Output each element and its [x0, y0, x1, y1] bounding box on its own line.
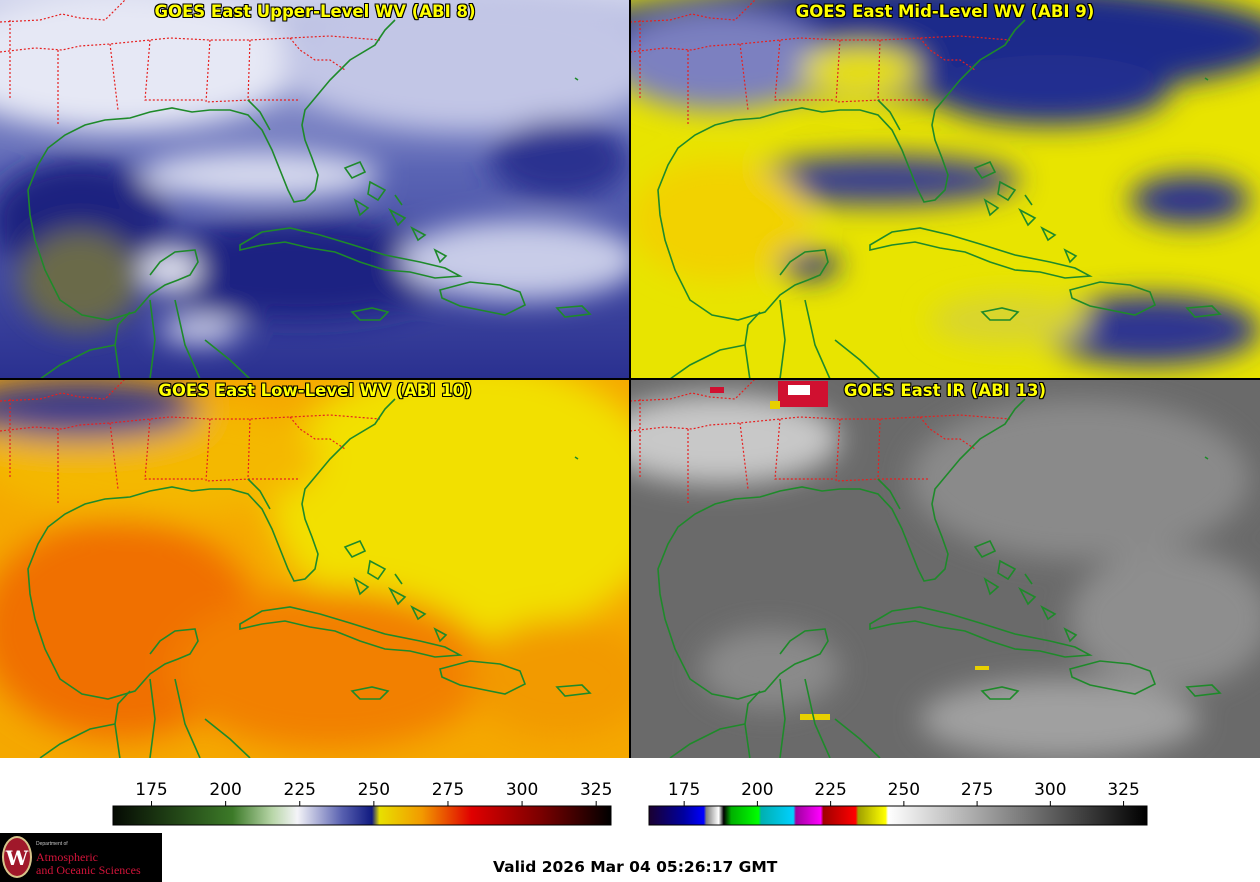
upper-level-wv-image [0, 0, 630, 379]
panel-title: GOES East IR (ABI 13) [843, 381, 1047, 400]
mid-level-wv-image [630, 0, 1260, 379]
panel-ir: GOES East IR (ABI 13) [630, 379, 1260, 758]
cold-cloud-tops [710, 381, 989, 720]
wv-colorbar-gradient [112, 805, 612, 826]
uw-seal-icon: W [2, 836, 32, 878]
wv-tick-label: 250 [358, 780, 390, 800]
panel-low-level-wv: GOES East Low-Level WV (ABI 10) [0, 379, 630, 758]
aos-logo: W Department of Atmospheric and Oceanic … [0, 833, 162, 882]
ir-image [630, 379, 1260, 758]
panel-divider-horizontal [0, 378, 1260, 380]
wv-colorbar: 175 200 225 250 275 300 325 [100, 770, 630, 830]
logo-name-line1: Atmospheric [36, 850, 98, 864]
ir-colorbar: 175 200 225 250 275 300 325 [636, 770, 1166, 830]
panel-mid-level-wv: GOES East Mid-Level WV (ABI 9) [630, 0, 1260, 379]
ir-tick-label: 325 [1107, 780, 1139, 800]
wv-tick-label: 175 [135, 780, 167, 800]
ir-tick-label: 275 [961, 780, 993, 800]
logo-dept-line: Department of [36, 841, 68, 847]
panel-upper-level-wv: GOES East Upper-Level WV (ABI 8) [0, 0, 630, 379]
ir-tick-label: 300 [1034, 780, 1066, 800]
panel-title: GOES East Mid-Level WV (ABI 9) [795, 2, 1095, 21]
low-level-wv-image [0, 379, 630, 758]
valid-time: Valid 2026 Mar 04 05:26:17 GMT [493, 858, 778, 876]
logo-name-line2: and Oceanic Sciences [36, 863, 141, 877]
ir-tick-label: 250 [888, 780, 920, 800]
panel-title: GOES East Low-Level WV (ABI 10) [158, 381, 472, 400]
wv-tick-label: 300 [506, 780, 538, 800]
wv-tick-label: 325 [580, 780, 612, 800]
panel-title: GOES East Upper-Level WV (ABI 8) [154, 2, 476, 21]
ir-colorbar-gradient [648, 805, 1148, 826]
ir-tick-label: 200 [741, 780, 773, 800]
wv-tick-label: 200 [209, 780, 241, 800]
wv-tick-label: 275 [432, 780, 464, 800]
wv-tick-label: 225 [284, 780, 316, 800]
ir-tick-label: 225 [814, 780, 846, 800]
ir-tick-label: 175 [668, 780, 700, 800]
